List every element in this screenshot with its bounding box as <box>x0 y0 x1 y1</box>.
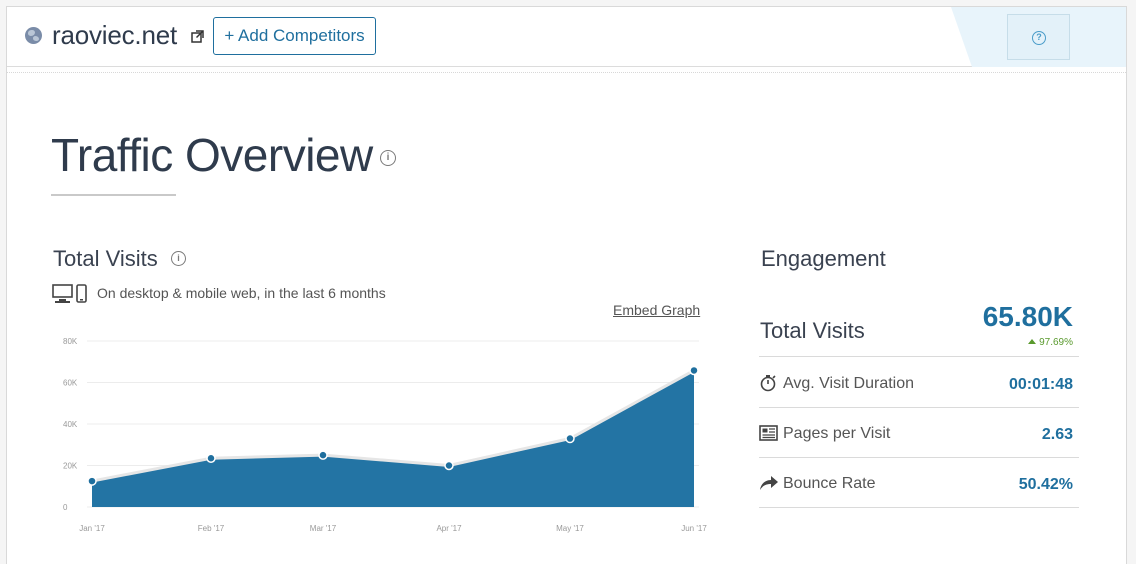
total-visits-value: 65.80K <box>982 301 1073 332</box>
total-visits-change: 97.69% <box>1028 337 1073 348</box>
embed-graph-link[interactable]: Embed Graph <box>613 302 701 318</box>
y-tick-label: 0 <box>63 503 68 512</box>
desktop-mobile-icon <box>52 284 87 303</box>
total-visits-title: Total Visits <box>53 246 158 271</box>
engagement-row-avg-visit-duration: Avg. Visit Duration 00:01:48 <box>759 358 1079 408</box>
area-fill <box>92 370 694 507</box>
help-button[interactable]: ? <box>1007 14 1070 60</box>
title-underline <box>51 194 176 196</box>
series-line <box>91 369 695 483</box>
y-tick-label: 40K <box>63 420 78 429</box>
bounce-rate-value: 50.42% <box>1018 476 1073 493</box>
page-title: Traffic Overview <box>51 129 373 181</box>
x-tick-label: Feb '17 <box>198 524 225 533</box>
info-icon[interactable]: i <box>380 150 396 166</box>
change-value: 97.69% <box>1039 337 1073 348</box>
data-point <box>444 460 454 471</box>
x-tick-label: Jan '17 <box>79 524 105 533</box>
engagement-row-pages-per-visit: Pages per Visit 2.63 <box>759 408 1079 458</box>
x-tick-label: Jun '17 <box>681 524 707 533</box>
external-link-icon[interactable] <box>191 30 204 43</box>
data-point <box>689 365 699 376</box>
page-frame: raoviec.net + Add Competitors ? Traffic … <box>6 6 1127 564</box>
arrow-up-icon <box>1028 339 1037 344</box>
header-divider <box>7 72 1126 73</box>
total-visits-label: Total Visits <box>760 318 865 343</box>
pages-icon <box>759 425 778 441</box>
data-point <box>318 450 328 460</box>
y-tick-label: 80K <box>63 337 78 346</box>
engagement-row-bounce-rate: Bounce Rate 50.42% <box>759 458 1079 508</box>
globe-icon <box>25 27 42 44</box>
data-point <box>565 433 575 444</box>
total-visits-info-icon[interactable]: i <box>171 251 186 266</box>
total-visits-subtitle: On desktop & mobile web, in the last 6 m… <box>97 285 386 301</box>
avg-visit-duration-value: 00:01:48 <box>1008 376 1073 393</box>
avg-visit-duration-label: Avg. Visit Duration <box>783 375 915 392</box>
y-tick-label: 20K <box>63 462 78 471</box>
x-tick-label: Mar '17 <box>310 524 337 533</box>
x-tick-label: May '17 <box>556 524 584 533</box>
domain-title: raoviec.net <box>52 20 177 50</box>
pages-per-visit-label: Pages per Visit <box>783 425 891 442</box>
site-header: raoviec.net + Add Competitors ? <box>7 7 1126 67</box>
data-point <box>87 476 97 486</box>
add-competitors-button[interactable]: + Add Competitors <box>213 17 376 55</box>
engagement-total-visits: Total Visits 65.80K 97.69% <box>759 297 1079 357</box>
engagement-title: Engagement <box>761 246 886 271</box>
bounce-rate-label: Bounce Rate <box>783 475 876 492</box>
bounce-arrow-icon <box>760 476 778 490</box>
question-icon: ? <box>1032 31 1046 45</box>
pages-per-visit-value: 2.63 <box>1041 426 1073 443</box>
x-tick-label: Apr '17 <box>436 524 462 533</box>
y-tick-label: 60K <box>63 379 78 388</box>
total-visits-chart: 0 20K 40K 60K 80K Jan '17 Feb '17 Mar '17 Apr '1… <box>63 337 707 533</box>
data-point <box>206 453 216 463</box>
stopwatch-icon <box>760 375 776 392</box>
